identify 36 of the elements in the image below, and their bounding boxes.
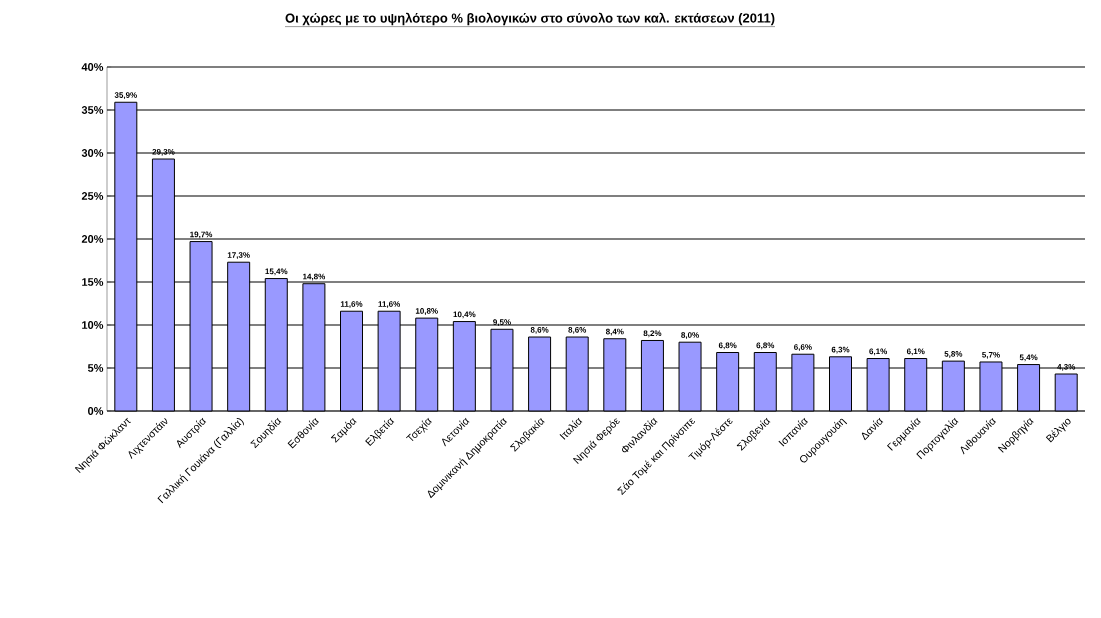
y-tick-label: 20% (81, 235, 104, 243)
data-label: 8,4% (605, 328, 624, 336)
data-label: 15,4% (265, 268, 288, 276)
data-label: 9,5% (493, 319, 511, 327)
data-label: 14,8% (303, 273, 326, 281)
y-tick-label: 5% (87, 364, 104, 372)
data-label: 6,3% (831, 346, 850, 354)
data-label: 19,7% (190, 231, 213, 239)
data-label: 6,1% (906, 348, 925, 356)
data-label: 8,6% (568, 327, 587, 334)
y-tick-label: 15% (82, 278, 104, 286)
y-tick-label: 30% (81, 149, 104, 157)
data-label: 8,0% (681, 332, 699, 339)
data-label: 29,3% (152, 148, 175, 156)
data-label: 5,4% (1019, 354, 1038, 362)
data-label: 5,7% (982, 351, 1000, 359)
data-label: 6,8% (718, 342, 737, 350)
data-label: 10,4% (453, 311, 476, 319)
y-tick-label: 0% (88, 407, 104, 415)
data-label: 6,1% (869, 348, 888, 356)
y-tick-label: 35% (81, 106, 104, 114)
chart-title: Οι χώρες με το υψηλότερο % βιολογικών στο σύνολο των καλ. εκτάσεων (2011) (285, 12, 775, 26)
data-label: 5,8% (944, 351, 963, 358)
y-tick-label: 40% (81, 63, 104, 71)
y-tick-label: 25% (81, 192, 104, 200)
data-label: 6,8% (756, 342, 775, 350)
data-label: 35,9% (114, 92, 137, 100)
y-tick-label: 10% (82, 321, 104, 329)
data-label: 6,6% (794, 344, 812, 352)
data-label: 11,6% (340, 301, 363, 309)
data-label: 11,6% (378, 301, 401, 309)
data-label: 8,6% (530, 327, 549, 334)
data-label: 4,3% (1057, 363, 1076, 371)
data-label: 10,8% (415, 308, 438, 315)
data-label: 8,2% (643, 330, 662, 338)
data-label: 17,3% (227, 252, 250, 260)
